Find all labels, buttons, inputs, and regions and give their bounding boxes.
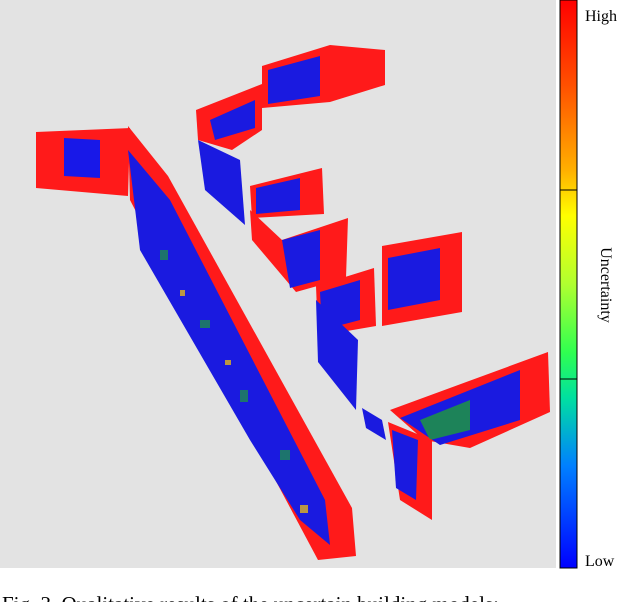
colorbar	[559, 0, 578, 569]
figure-caption: Fig. 3. Qualitative results of the uncer…	[2, 592, 499, 602]
colorbar-title: Uncertainty	[597, 247, 614, 323]
colorbar-low-label: Low	[585, 553, 615, 570]
point-cloud-image	[0, 0, 556, 568]
colorbar-high-label: High	[585, 8, 617, 25]
